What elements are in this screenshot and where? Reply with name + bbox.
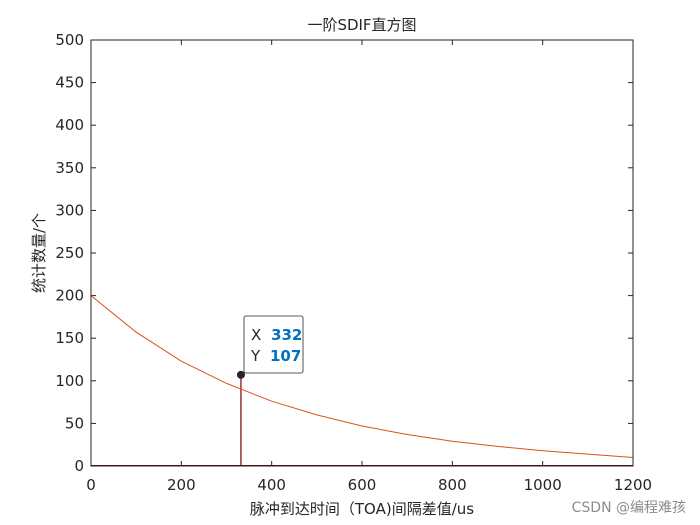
x-axis-title: 脉冲到达时间（TOA)间隔差值/us: [250, 500, 474, 518]
datatip-x-row: X 332: [251, 326, 302, 344]
plot-area: [91, 40, 633, 466]
datatip-y-label: Y: [250, 347, 261, 365]
watermark: CSDN @编程难孩: [571, 500, 686, 516]
y-tick-label: 500: [55, 31, 84, 49]
x-tick-label: 0: [86, 476, 96, 494]
datatip[interactable]: X 332 Y 107: [236, 315, 304, 379]
x-tick-label: 200: [167, 476, 196, 494]
x-tick-label: 1200: [614, 476, 652, 494]
x-tick-label: 400: [257, 476, 286, 494]
y-tick-label: 400: [55, 116, 84, 134]
datatip-x-value: 332: [271, 326, 302, 344]
y-tick-label: 100: [55, 372, 84, 390]
datatip-y-row: Y 107: [250, 347, 301, 365]
x-tick-label: 800: [438, 476, 467, 494]
y-tick-label: 300: [55, 201, 84, 219]
chart-title: 一阶SDIF直方图: [307, 16, 416, 34]
datatip-marker: [236, 370, 245, 379]
x-tick-label: 600: [348, 476, 377, 494]
x-axis: 0 200 400 600 800 1000 1200: [86, 40, 652, 494]
y-tick-label: 350: [55, 159, 84, 177]
y-axis: 0 50 100 150 200 250 300 350 400 450 500: [55, 31, 633, 475]
y-tick-label: 150: [55, 329, 84, 347]
y-tick-label: 450: [55, 74, 84, 92]
y-axis-title: 统计数量/个: [30, 213, 48, 293]
datatip-y-value: 107: [270, 347, 301, 365]
y-tick-label: 250: [55, 244, 84, 262]
y-tick-label: 50: [65, 414, 84, 432]
datatip-box: [243, 315, 304, 374]
x-tick-label: 1000: [524, 476, 562, 494]
axes-box: [90, 39, 634, 467]
datatip-x-label: X: [251, 326, 261, 344]
y-tick-label: 200: [55, 287, 84, 305]
threshold-curve: [90, 295, 634, 458]
y-tick-label: 0: [74, 457, 84, 475]
